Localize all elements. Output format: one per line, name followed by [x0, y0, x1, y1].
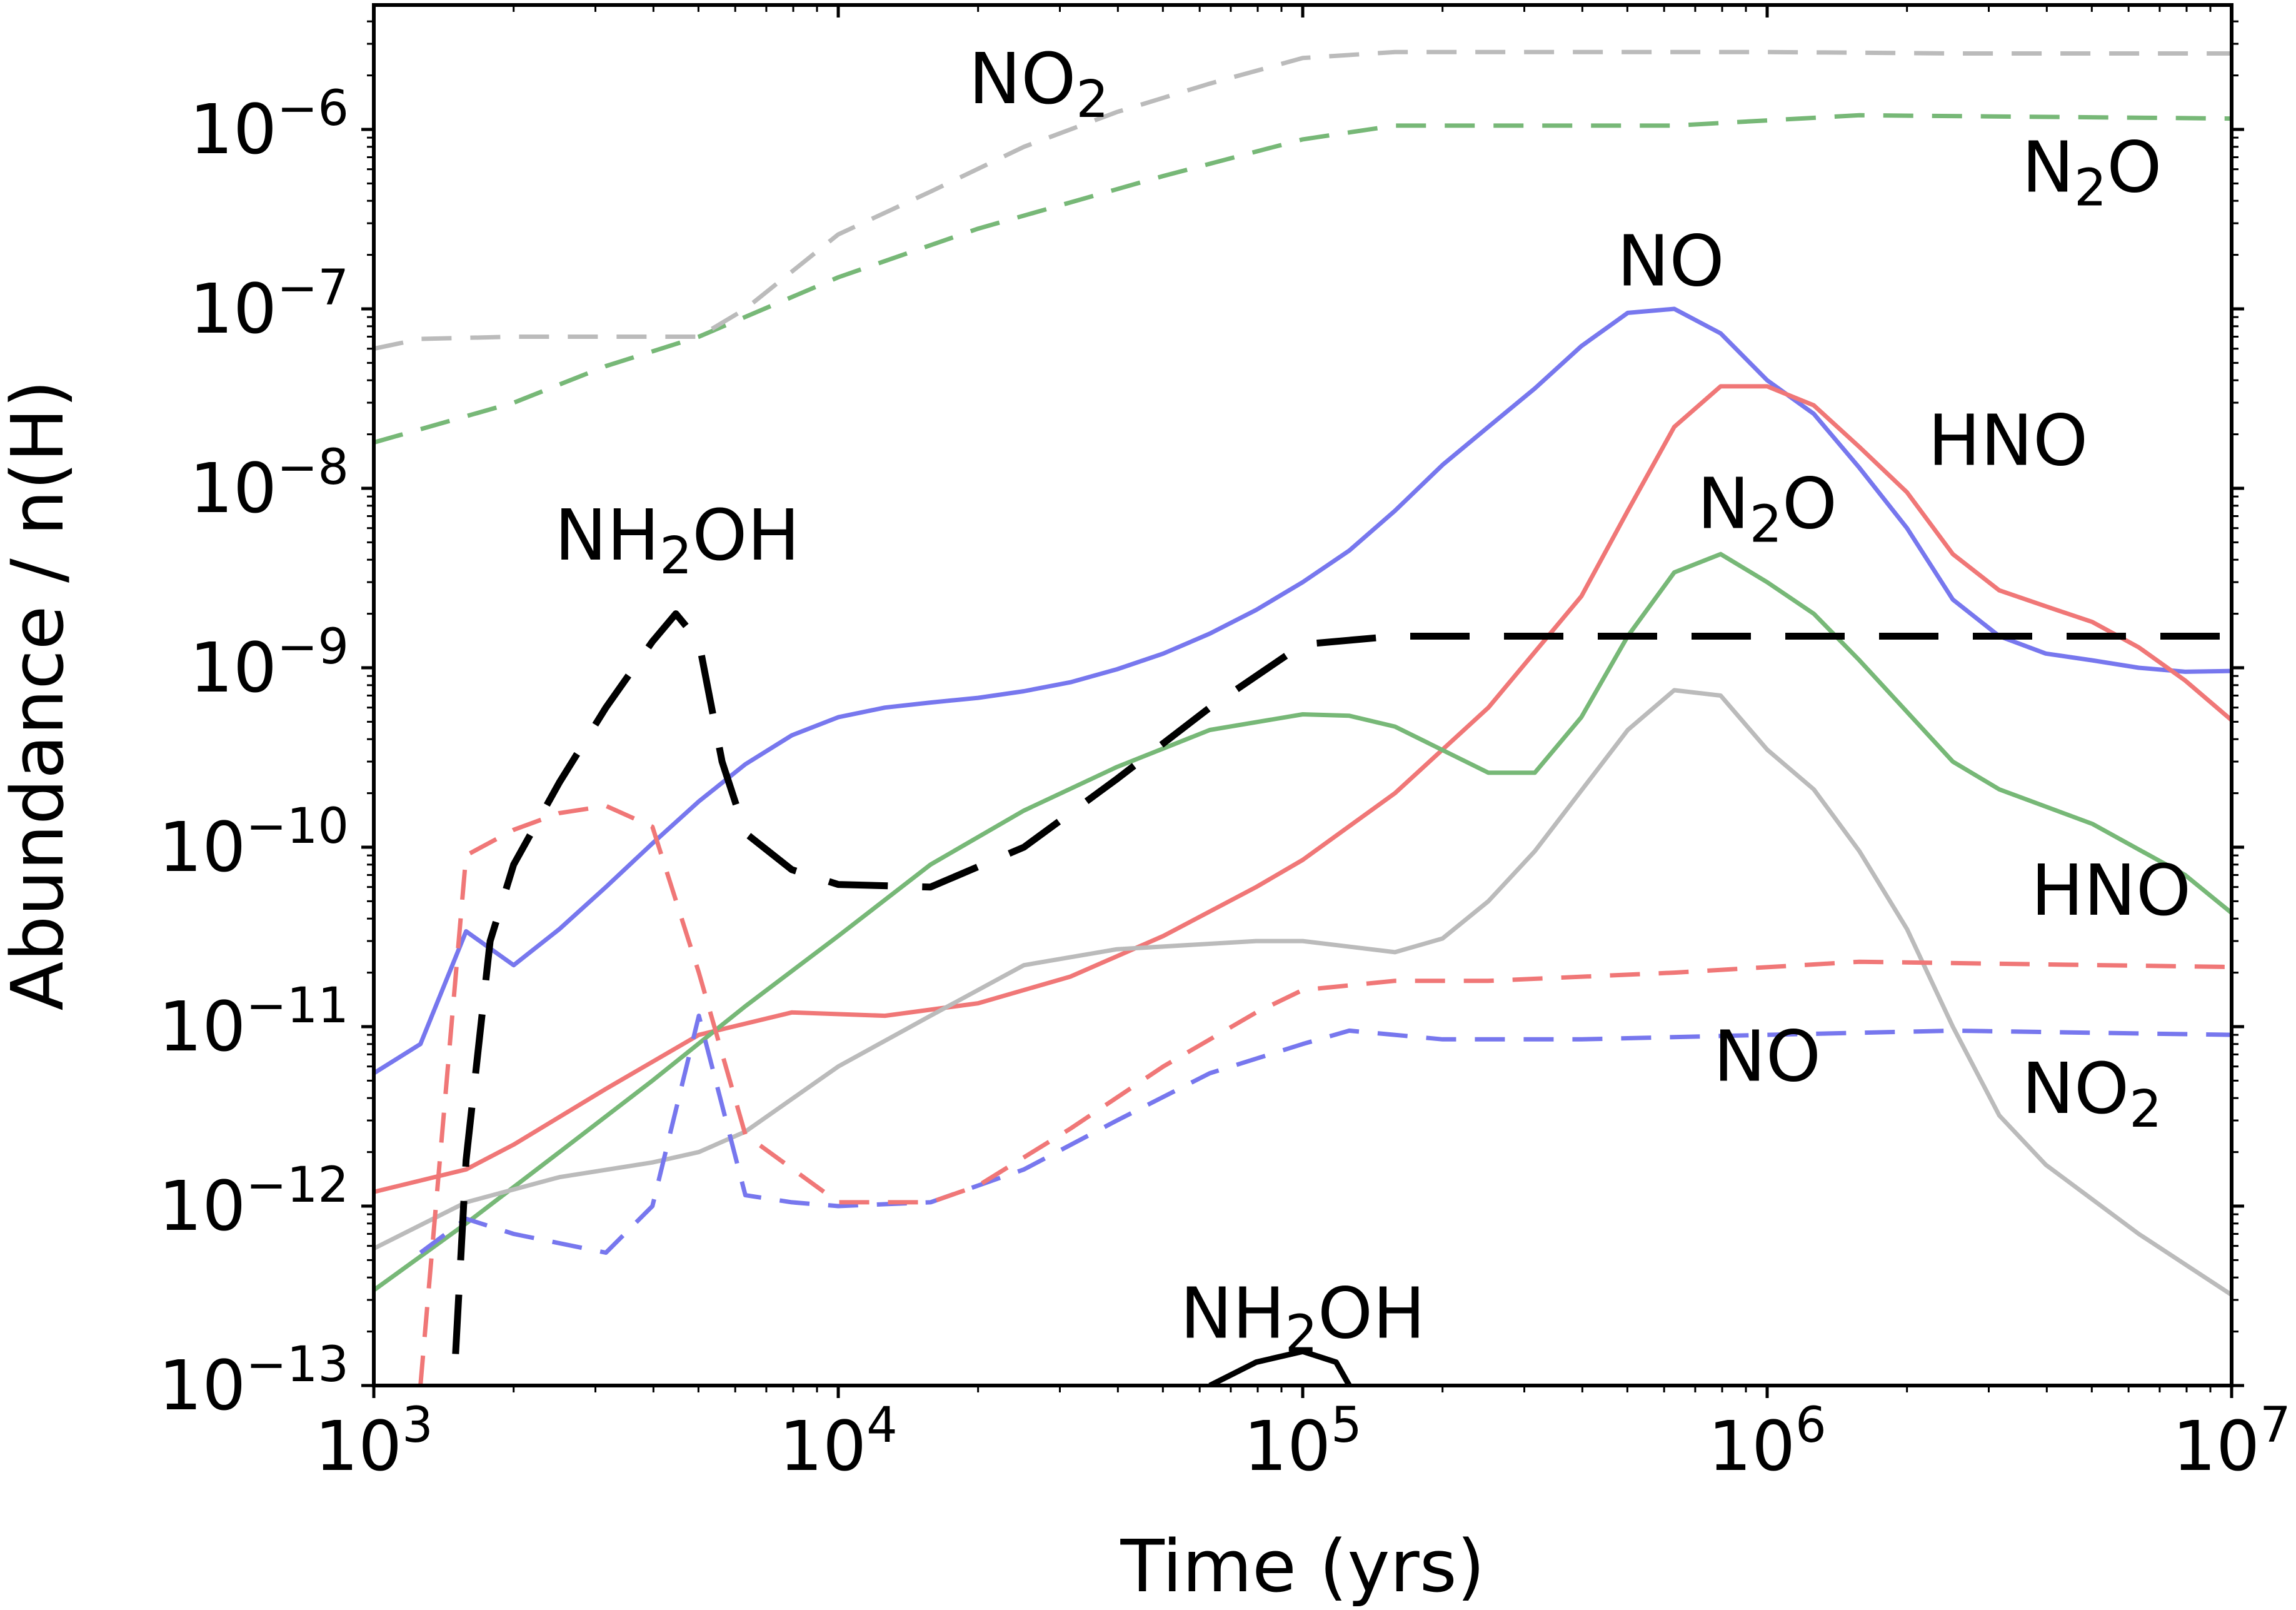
x-tick-label: 104	[779, 1397, 898, 1486]
series-annotation: NO	[1617, 221, 1725, 303]
annotations-layer: NO2 N2O NO HNO N2O NH2OH HNO NO NO2 NH2OH	[554, 39, 2191, 1364]
series-annotation: NO2	[2022, 1049, 2162, 1139]
x-tick-label: 107	[2172, 1397, 2291, 1486]
series-annotation: NH2OH	[1180, 1273, 1426, 1364]
y-axis-label: Abundance / n(H)	[0, 380, 80, 1011]
series-annotation: N2O	[1697, 464, 1837, 555]
series-line-hno-gas	[374, 384, 2232, 1194]
x-tick-label: 106	[1708, 1397, 1827, 1486]
y-tick-label: 10−13	[158, 1337, 349, 1426]
series-line-nh2oh-ice	[452, 610, 2232, 1354]
y-tick-label: 10−9	[189, 619, 349, 708]
y-tick-label: 10−6	[189, 81, 349, 169]
series-line-no2-gas	[374, 688, 2232, 1297]
series-annotation: N2O	[2022, 128, 2162, 218]
series-line-no-ice	[419, 1014, 2232, 1255]
series-annotation: HNO	[1928, 401, 2088, 482]
series-line-no-gas	[374, 306, 2232, 1075]
series-layer	[374, 49, 2232, 1386]
series-line-nh2oh-gas	[1208, 1348, 1352, 1386]
y-tick-label: 10−7	[189, 260, 349, 349]
y-tick-label: 10−8	[189, 440, 349, 528]
y-tick-label: 10−10	[158, 798, 349, 887]
ticks-layer	[361, 5, 2244, 1398]
series-line-n2o-gas	[374, 551, 2232, 1292]
series-annotation: NO	[1713, 1016, 1821, 1097]
series-annotation: HNO	[2031, 850, 2191, 932]
x-axis-label: Time (yrs)	[1120, 1525, 1485, 1609]
x-tick-label: 103	[314, 1397, 433, 1486]
series-line-hno-ice	[418, 803, 2232, 1386]
series-line-no2-ice	[374, 49, 2232, 351]
series-annotation: NH2OH	[554, 495, 800, 586]
labels-layer: 103 104 105 106 107 10−13 10−12 10−11 10−10 10−9 1…	[158, 81, 2290, 1486]
series-annotation: NO2	[968, 39, 1108, 129]
series-line-n2o-ice	[374, 113, 2232, 445]
x-tick-label: 105	[1243, 1397, 1362, 1486]
y-tick-label: 10−12	[158, 1157, 349, 1246]
y-tick-label: 10−11	[158, 978, 349, 1067]
